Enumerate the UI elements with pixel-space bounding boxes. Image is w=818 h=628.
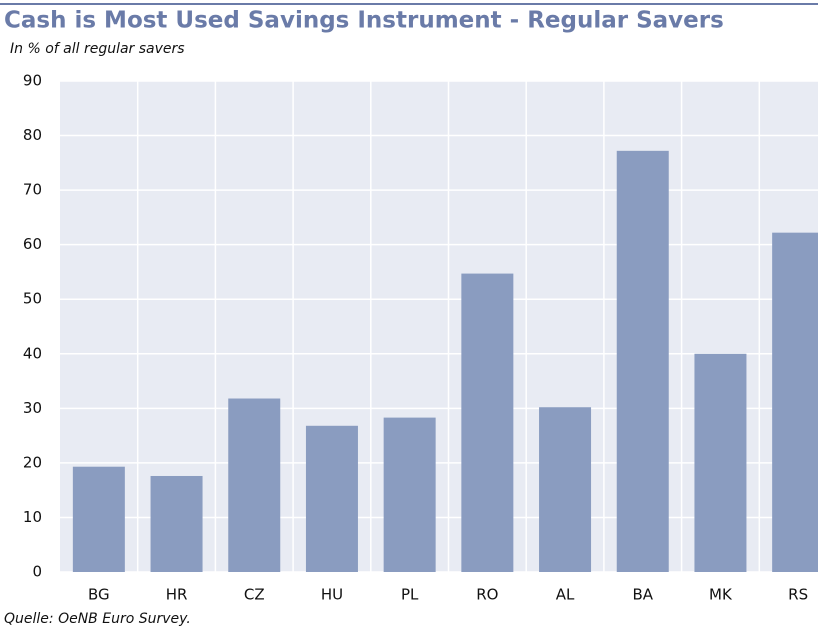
y-tick-label: 70 xyxy=(23,181,42,199)
source-note: Quelle: OeNB Euro Survey. xyxy=(4,611,191,627)
x-tick-label: RS xyxy=(788,586,808,604)
y-tick-label: 40 xyxy=(23,344,42,362)
y-tick-label: 20 xyxy=(23,453,42,471)
x-tick-label: HR xyxy=(166,586,188,604)
chart-subtitle: In % of all regular savers xyxy=(10,41,185,57)
x-tick-label: RO xyxy=(476,586,498,604)
bar xyxy=(694,353,747,572)
bar xyxy=(150,475,203,572)
bar xyxy=(305,425,358,572)
bar xyxy=(228,398,281,572)
bar xyxy=(539,407,592,572)
x-tick-label: AL xyxy=(556,586,575,604)
y-tick-label: 0 xyxy=(32,563,42,581)
bar xyxy=(772,232,818,573)
x-tick-label: CZ xyxy=(244,586,265,604)
y-tick-label: 80 xyxy=(23,126,42,144)
y-tick-label: 60 xyxy=(23,235,42,253)
bar xyxy=(461,273,514,572)
chart-title: Cash is Most Used Savings Instrument - R… xyxy=(4,8,724,34)
y-tick-label: 50 xyxy=(23,290,42,308)
x-tick-label: HU xyxy=(321,586,343,604)
x-tick-label: PL xyxy=(401,586,419,604)
x-tick-label: BA xyxy=(632,586,653,604)
y-tick-label: 30 xyxy=(23,399,42,417)
plot-area xyxy=(60,80,818,573)
bar xyxy=(616,150,669,572)
y-tick-label: 10 xyxy=(23,508,42,526)
x-tick-label: BG xyxy=(88,586,110,604)
x-tick-label: MK xyxy=(709,586,733,604)
y-tick-label: 90 xyxy=(23,72,42,90)
bar xyxy=(383,417,436,572)
bar xyxy=(72,466,125,572)
